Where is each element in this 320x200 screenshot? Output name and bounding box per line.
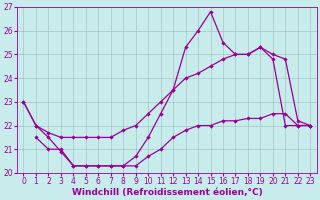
X-axis label: Windchill (Refroidissement éolien,°C): Windchill (Refroidissement éolien,°C) <box>72 188 262 197</box>
